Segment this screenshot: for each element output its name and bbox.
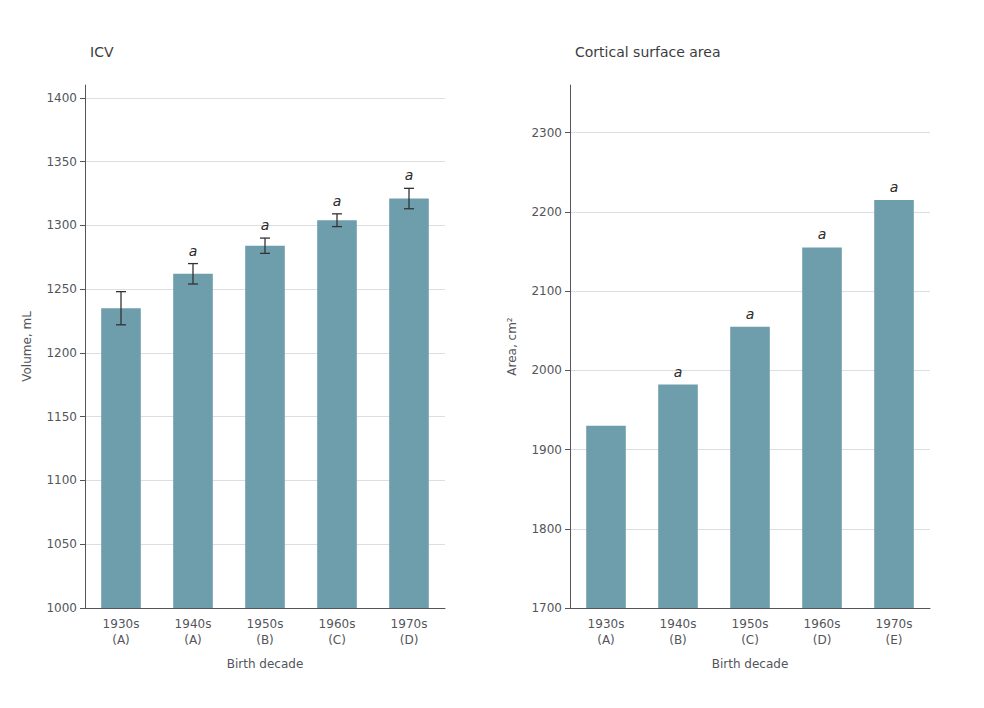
svg-text:(B): (B) xyxy=(256,633,274,647)
svg-text:a: a xyxy=(890,179,899,195)
svg-text:1100: 1100 xyxy=(46,473,77,487)
svg-text:Cortical surface area: Cortical surface area xyxy=(575,44,721,60)
svg-text:(E): (E) xyxy=(886,633,903,647)
svg-text:1960s: 1960s xyxy=(804,617,841,631)
svg-text:a: a xyxy=(405,167,414,183)
svg-text:1350: 1350 xyxy=(46,155,77,169)
svg-text:1150: 1150 xyxy=(46,410,77,424)
svg-text:(C): (C) xyxy=(328,633,346,647)
svg-text:(D): (D) xyxy=(813,633,832,647)
svg-text:1940s: 1940s xyxy=(660,617,697,631)
svg-text:a: a xyxy=(818,226,827,242)
svg-text:(B): (B) xyxy=(669,633,687,647)
svg-text:2200: 2200 xyxy=(531,205,562,219)
svg-text:1400: 1400 xyxy=(46,91,77,105)
svg-text:1950s: 1950s xyxy=(732,617,769,631)
svg-text:1200: 1200 xyxy=(46,346,77,360)
svg-text:a: a xyxy=(746,306,755,322)
svg-text:1250: 1250 xyxy=(46,282,77,296)
svg-text:1800: 1800 xyxy=(531,522,562,536)
svg-text:1050: 1050 xyxy=(46,537,77,551)
svg-text:1930s: 1930s xyxy=(103,617,140,631)
svg-text:Area, cm²: Area, cm² xyxy=(505,317,519,376)
svg-text:a: a xyxy=(189,243,198,259)
svg-text:1950s: 1950s xyxy=(247,617,284,631)
svg-text:1970s: 1970s xyxy=(391,617,428,631)
svg-text:1970s: 1970s xyxy=(876,617,913,631)
svg-text:Birth decade: Birth decade xyxy=(712,657,789,671)
svg-text:1940s: 1940s xyxy=(175,617,212,631)
svg-text:1930s: 1930s xyxy=(588,617,625,631)
svg-text:1960s: 1960s xyxy=(319,617,356,631)
svg-text:(A): (A) xyxy=(184,633,202,647)
svg-text:2300: 2300 xyxy=(531,126,562,140)
svg-text:2100: 2100 xyxy=(531,284,562,298)
svg-text:(A): (A) xyxy=(597,633,615,647)
svg-text:1700: 1700 xyxy=(531,601,562,615)
svg-text:2000: 2000 xyxy=(531,363,562,377)
svg-text:a: a xyxy=(333,193,342,209)
svg-text:ICV: ICV xyxy=(90,44,114,60)
svg-text:1300: 1300 xyxy=(46,218,77,232)
svg-text:(D): (D) xyxy=(400,633,419,647)
svg-text:Volume, mL: Volume, mL xyxy=(20,311,34,382)
svg-text:a: a xyxy=(261,217,270,233)
svg-text:(C): (C) xyxy=(741,633,759,647)
svg-text:1000: 1000 xyxy=(46,601,77,615)
svg-text:(A): (A) xyxy=(112,633,130,647)
svg-text:Birth decade: Birth decade xyxy=(227,657,304,671)
svg-text:1900: 1900 xyxy=(531,443,562,457)
svg-text:a: a xyxy=(674,364,683,380)
